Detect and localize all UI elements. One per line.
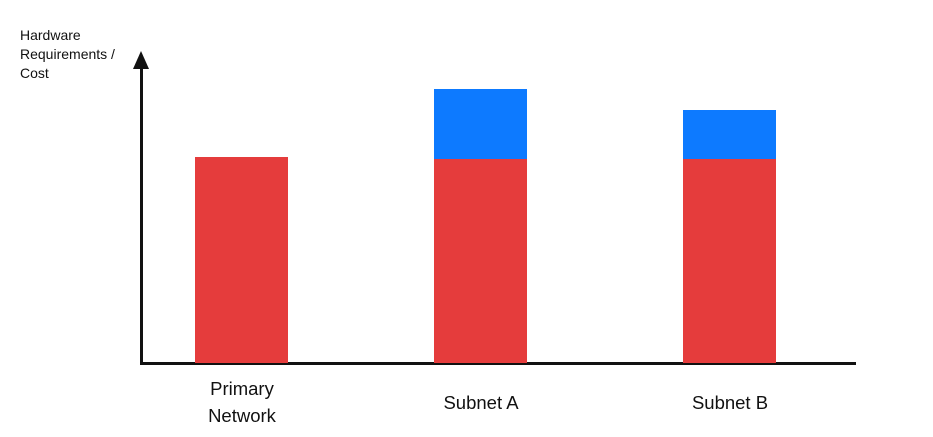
bar-primary-network (195, 157, 288, 363)
red-segment (683, 159, 776, 363)
bar-subnet-a (434, 89, 527, 363)
blue-segment (434, 89, 527, 159)
category-label-subnet-b: Subnet B (691, 391, 769, 413)
category-label-subnet-a: Subnet A (443, 391, 519, 413)
y-axis-label: Hardware Requirements / Cost (20, 27, 115, 81)
blue-segment (683, 110, 776, 159)
x-axis-line (140, 362, 856, 365)
bar-subnet-b (683, 110, 776, 363)
red-segment (195, 157, 288, 363)
red-segment (434, 159, 527, 363)
y-axis-arrowhead-icon (133, 51, 149, 69)
category-label-primary-network: Primary Network (208, 378, 276, 426)
y-axis-line (140, 64, 143, 364)
